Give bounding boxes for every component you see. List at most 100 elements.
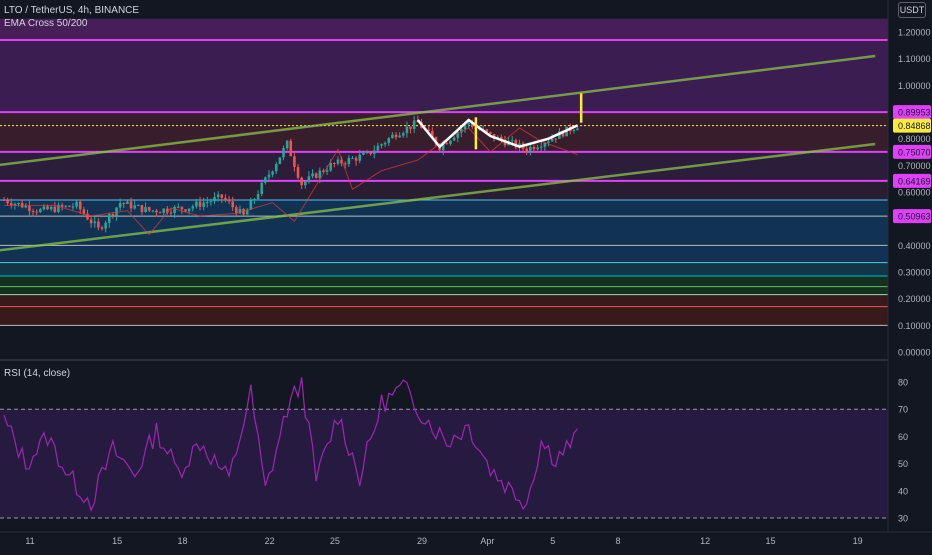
level-label-badge xyxy=(893,105,931,120)
candle-body xyxy=(325,170,329,172)
candle-body xyxy=(216,194,220,198)
price-tick-label: 0.70000 xyxy=(898,161,931,171)
candle-body xyxy=(144,207,147,213)
price-tick-label: 1.20000 xyxy=(898,28,931,38)
time-axis-label: 12 xyxy=(700,536,710,546)
rsi-line xyxy=(3,377,578,513)
candle-body xyxy=(256,194,260,199)
candle-body xyxy=(293,156,296,167)
candle-body xyxy=(529,146,532,152)
level-label-badge xyxy=(893,118,931,133)
symbol-title[interactable]: LTO / TetherUS, 4h, BINANCE xyxy=(4,5,140,16)
candle-body xyxy=(369,151,372,155)
candle-body xyxy=(151,210,155,212)
rsi-tick-label: 30 xyxy=(898,514,908,524)
candle-body xyxy=(445,143,449,145)
candle-body xyxy=(267,174,271,178)
level-label-badge xyxy=(893,144,931,159)
candle-body xyxy=(311,173,314,177)
candle-body xyxy=(383,142,387,145)
candle-body xyxy=(39,209,42,213)
time-axis-label: 5 xyxy=(550,536,555,546)
level-label-text: 0.89953 xyxy=(898,108,931,118)
price-tick-label: 0.80000 xyxy=(898,134,931,144)
candle-body xyxy=(307,176,311,182)
candle-body xyxy=(46,206,49,210)
level-group xyxy=(0,39,888,326)
candle-body xyxy=(187,208,191,212)
time-axis-label: 11 xyxy=(25,536,34,546)
candle-body xyxy=(184,209,187,212)
candle-body xyxy=(271,171,274,175)
candle-body xyxy=(460,128,463,133)
candle-body xyxy=(554,138,558,140)
rsi-tick-label: 80 xyxy=(898,378,908,388)
candle-body xyxy=(162,208,166,213)
indicator-label[interactable]: EMA Cross 50/200 xyxy=(4,18,88,29)
candle-body xyxy=(57,204,60,212)
candle-body xyxy=(137,205,140,207)
candle-body xyxy=(235,207,238,214)
candle-body xyxy=(550,138,554,142)
level-label-text: 0.84868 xyxy=(898,121,931,131)
time-axis-label: 22 xyxy=(265,536,275,546)
candle-body xyxy=(176,206,180,208)
level-label-text: 0.64169 xyxy=(898,176,931,186)
candle-body xyxy=(86,213,89,220)
time-axis-label: 15 xyxy=(112,536,122,546)
candle-body xyxy=(82,209,86,214)
rsi-tick-label: 50 xyxy=(898,459,908,469)
candle-body xyxy=(336,159,340,164)
candle-body xyxy=(97,221,100,228)
candle-body xyxy=(89,219,93,224)
candle-body xyxy=(322,170,325,172)
candle-body xyxy=(489,131,492,134)
candle-body xyxy=(195,201,198,207)
candle-body xyxy=(380,144,383,146)
candle-body xyxy=(231,201,234,208)
time-axis-label: 8 xyxy=(616,536,621,546)
candle-body xyxy=(118,203,122,208)
candle-body xyxy=(107,214,111,223)
candle-body xyxy=(441,143,445,151)
candle-body xyxy=(278,157,282,164)
price-tick-label: 0.40000 xyxy=(898,241,931,251)
rsi-band-fill xyxy=(0,409,888,518)
candle-body xyxy=(514,140,518,148)
candle-body xyxy=(333,163,336,165)
price-zone xyxy=(0,200,888,263)
candle-body xyxy=(198,201,202,207)
candle-body xyxy=(60,204,64,207)
candle-body xyxy=(245,209,249,215)
candle-body xyxy=(285,140,289,149)
candle-body xyxy=(28,205,31,212)
level-label-text: 0.75070 xyxy=(898,147,931,157)
candle-body xyxy=(387,138,391,143)
candle-body xyxy=(510,140,514,142)
candle-body xyxy=(180,206,184,210)
price-zone xyxy=(0,276,888,295)
candle-body xyxy=(2,200,6,201)
time-axis-label: 18 xyxy=(177,536,187,546)
trendline xyxy=(0,54,876,167)
candle-body xyxy=(104,222,107,229)
candle-body xyxy=(64,205,68,207)
candle-body xyxy=(209,201,213,203)
trendline xyxy=(0,142,876,252)
candle-body xyxy=(300,177,303,186)
rsi-tick-label: 40 xyxy=(898,486,908,496)
candle-body xyxy=(260,182,264,195)
candle-body xyxy=(147,207,151,211)
candle-body xyxy=(49,206,53,210)
candle-body xyxy=(35,211,38,213)
level-label-text: 0.50963 xyxy=(898,212,931,222)
pattern-zigzag xyxy=(416,118,579,149)
rsi-label[interactable]: RSI (14, close) xyxy=(4,368,71,379)
candle-body xyxy=(71,206,75,208)
candle-body xyxy=(449,140,452,144)
candle-body xyxy=(539,146,543,148)
candle-body xyxy=(24,205,28,208)
currency-badge[interactable]: USDT xyxy=(898,2,926,18)
